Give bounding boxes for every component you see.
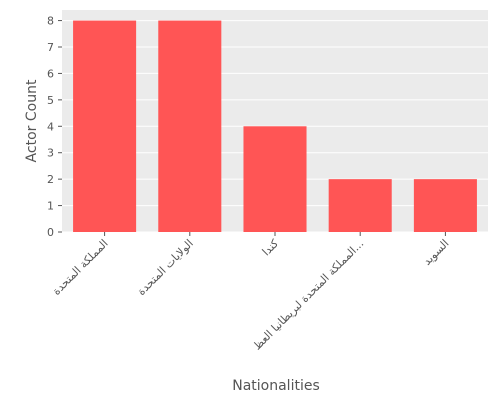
bars bbox=[73, 20, 477, 233]
bar bbox=[243, 126, 307, 232]
y-tick-label: 5 bbox=[47, 94, 54, 107]
x-axis-ticks: المملكة المتحدة الولايات المتحدة كنداالممل… bbox=[50, 232, 452, 353]
y-tick-label: 0 bbox=[47, 226, 54, 239]
y-tick-label: 6 bbox=[47, 67, 54, 80]
y-axis-ticks: 0 1 2 3 4 5 6 7 8 bbox=[47, 15, 62, 239]
y-tick-label: 2 bbox=[47, 173, 54, 186]
y-axis-title: Actor Count bbox=[24, 79, 40, 162]
x-axis-title: Nationalities bbox=[232, 378, 320, 394]
y-tick-label: 8 bbox=[47, 15, 54, 28]
bar bbox=[73, 20, 137, 233]
x-tick-label: كندا bbox=[260, 236, 282, 258]
bar bbox=[413, 179, 477, 232]
bar bbox=[328, 179, 392, 232]
x-tick-label: المملكة المتحدة bbox=[50, 237, 111, 298]
y-tick-label: 1 bbox=[47, 200, 54, 213]
bar bbox=[158, 20, 222, 233]
x-tick-label: الولايات المتحدة bbox=[135, 237, 196, 298]
y-tick-label: 7 bbox=[47, 41, 54, 54]
y-tick-label: 3 bbox=[47, 147, 54, 160]
x-tick-label: السويد bbox=[421, 237, 452, 268]
y-tick-label: 4 bbox=[47, 120, 54, 133]
